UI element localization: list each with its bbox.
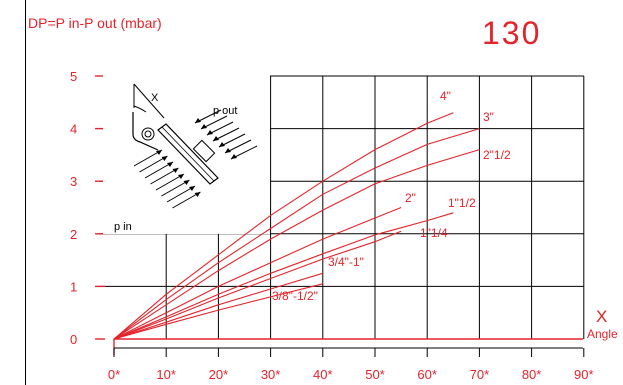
p-in-arrowhead	[161, 156, 168, 161]
damper-diagram: X p out p in	[103, 72, 270, 234]
series-label: 3"	[483, 110, 494, 124]
series-line	[113, 112, 454, 340]
x-axis-symbol: X	[596, 307, 608, 326]
p-in-arrowhead	[172, 168, 179, 173]
diagram-angle-line	[133, 83, 165, 119]
series-label: 2"	[405, 191, 416, 205]
series-label: 1"1/2	[448, 196, 476, 210]
x-tick-label: 90*	[574, 367, 594, 382]
series-line	[113, 206, 402, 340]
left-border	[25, 0, 27, 385]
x-ticks: 0* 10* 20* 30* 40* 50* 60* 70* 80* 90*	[108, 348, 594, 382]
axes	[113, 338, 583, 355]
series-line	[113, 212, 454, 340]
x-tick-label: 0*	[108, 367, 120, 382]
x-tick-label: 40*	[313, 367, 333, 382]
x-tick-label: 70*	[470, 367, 490, 382]
series-labels: 4" 3" 2"1/2 2" 1"1/2 1"1/4 3/4"-1" 3/8"-1/2"	[272, 89, 511, 303]
series-line	[113, 128, 480, 340]
diagram-pivot-inner	[144, 130, 152, 138]
p-in-arrowhead	[183, 180, 190, 185]
x-tick-label: 20*	[209, 367, 229, 382]
y-tick-label: 2	[70, 227, 77, 242]
y-ticks: 0 1 2 3 4 5	[70, 69, 105, 347]
y-tick-label: 0	[70, 332, 77, 347]
p-out-arrowhead	[195, 118, 201, 123]
diagram-bracket	[132, 112, 159, 151]
p-out-arrowhead	[219, 142, 225, 147]
series-lines	[113, 112, 480, 340]
y-tick-label: 4	[70, 122, 77, 137]
diagram-p-in-label: p in	[114, 221, 132, 233]
series-label: 3/4"-1"	[328, 255, 364, 269]
p-in-arrows	[133, 149, 201, 209]
p-out-arrowhead	[207, 130, 213, 135]
series-label: 2"1/2	[483, 148, 511, 162]
p-in-arrowhead	[178, 174, 184, 179]
p-in-arrowhead	[167, 162, 173, 167]
model-number: 130	[482, 15, 542, 51]
x-tick-label: 30*	[261, 367, 281, 382]
series-line	[113, 149, 480, 340]
diagram-blade-center	[161, 126, 215, 182]
diagram-x-label: X	[151, 92, 159, 104]
series-label: 1"1/4	[420, 226, 448, 240]
x-tick-label: 10*	[156, 367, 176, 382]
y-tick-label: 1	[70, 279, 77, 294]
diagram-p-out-label: p out	[213, 105, 237, 117]
p-out-arrowhead	[231, 154, 237, 159]
x-axis-title: Angle	[587, 327, 618, 341]
p-in-arrowhead	[189, 186, 195, 191]
diagram-angle-arc	[133, 105, 147, 113]
p-out-arrowhead	[213, 136, 219, 141]
series-line	[113, 230, 402, 340]
y-tick-label: 3	[70, 174, 77, 189]
x-tick-label: 60*	[417, 367, 437, 382]
diagram-pivot-outer	[141, 127, 155, 141]
p-out-arrowhead	[225, 148, 231, 153]
series-line	[113, 272, 323, 340]
x-tick-label: 50*	[365, 367, 385, 382]
x-tick-label: 80*	[522, 367, 542, 382]
p-out-arrowhead	[201, 124, 207, 129]
y-axis-title: DP=P in-P out (mbar)	[28, 15, 162, 31]
series-label: 4"	[440, 89, 451, 103]
series-label: 3/8"-1/2"	[272, 289, 318, 303]
p-out-arrows	[194, 109, 258, 160]
y-tick-label: 5	[70, 69, 77, 84]
p-in-arrowhead	[156, 150, 162, 155]
p-in-arrowhead	[194, 192, 201, 197]
diagram-counterweight	[192, 139, 216, 163]
series-line	[113, 283, 323, 340]
